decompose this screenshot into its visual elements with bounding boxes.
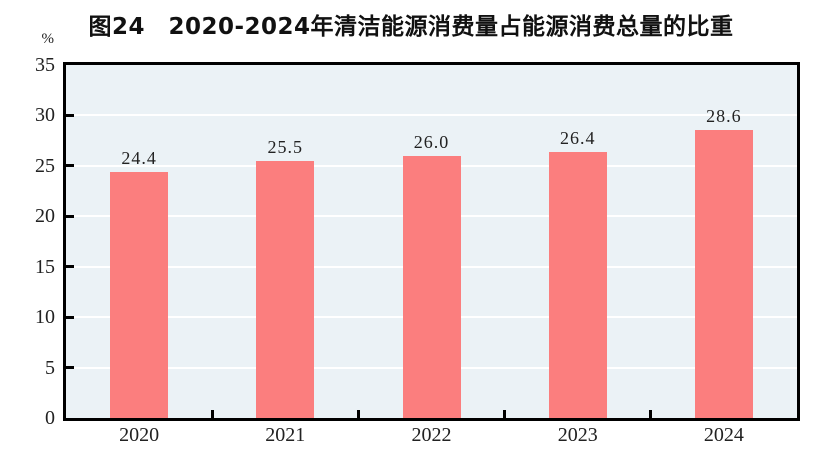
y-axis-label-5: 5	[45, 356, 55, 379]
y-axis-unit-label: %	[41, 31, 55, 47]
bar-2023	[548, 151, 607, 418]
chart-title: 图24 2020-2024年清洁能源消费量占能源消费总量的比重	[88, 14, 734, 40]
x-axis-label-2023: 2023	[557, 424, 598, 446]
y-axis-label-10: 10	[35, 306, 55, 329]
gridline-30	[66, 114, 797, 117]
x-axis-tick-2	[356, 410, 360, 418]
x-axis-tick-4	[649, 410, 653, 418]
x-axis-tick-1	[210, 410, 214, 418]
bar-2020	[110, 171, 169, 418]
y-axis-tick-25	[66, 164, 74, 168]
y-axis-label-30: 30	[35, 104, 55, 127]
y-axis-label-0: 0	[45, 407, 55, 429]
value-label-2021: 25.5	[267, 136, 304, 157]
y-axis-tick-5	[66, 366, 74, 370]
x-axis-label-2024: 2024	[703, 424, 744, 446]
y-axis-label-35: 35	[35, 54, 55, 76]
value-label-2023: 26.4	[559, 127, 596, 148]
y-axis-tick-30	[66, 113, 74, 117]
y-axis-tick-10	[66, 315, 74, 319]
y-axis-tick-20	[66, 214, 74, 218]
bar-2024	[694, 129, 753, 418]
bar-2022	[402, 155, 461, 418]
y-axis-label-25: 25	[35, 154, 55, 177]
x-axis-tick-3	[503, 410, 507, 418]
x-axis-label-2022: 2022	[411, 424, 452, 446]
y-axis-label-15: 15	[35, 255, 55, 278]
value-label-2022: 26.0	[413, 131, 450, 152]
x-axis-label-2020: 2020	[119, 424, 160, 446]
value-label-2020: 24.4	[121, 147, 157, 168]
y-axis-label-20: 20	[35, 205, 55, 228]
plot-area: 24.4 25.5 26.0 26.4 28.6	[63, 62, 800, 421]
value-label-2024: 28.6	[706, 105, 742, 126]
y-axis-tick-15	[66, 265, 74, 269]
bar-2021	[256, 160, 315, 418]
x-axis-label-2021: 2021	[265, 424, 306, 446]
